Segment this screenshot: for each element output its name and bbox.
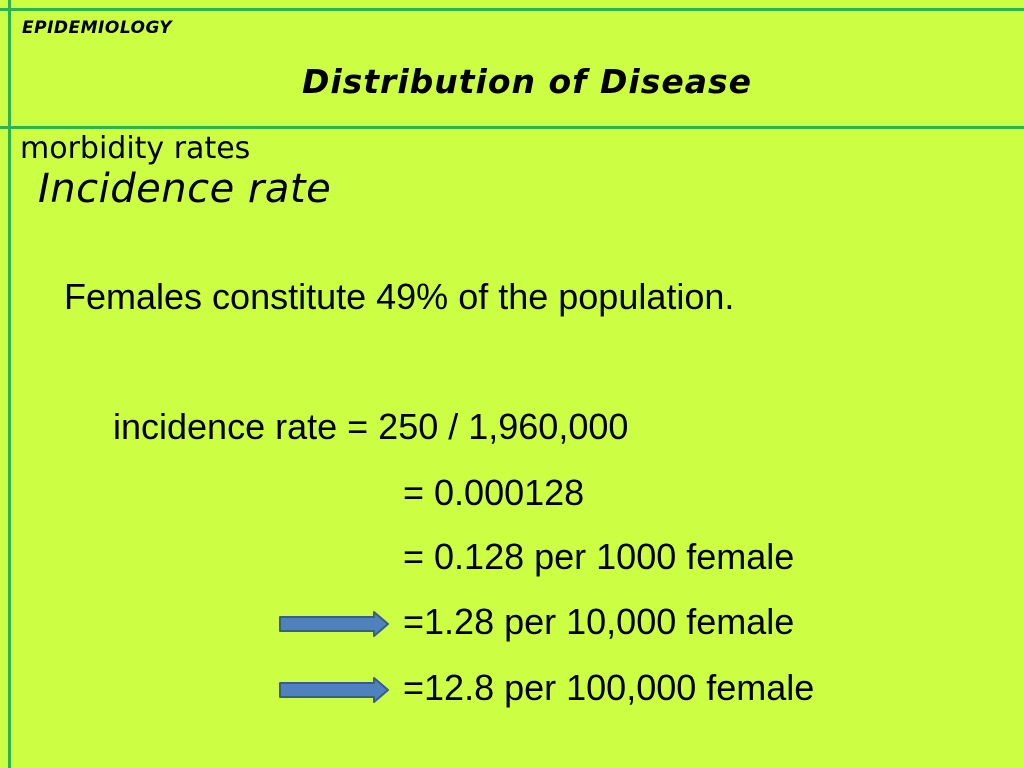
equation-line: = 0.128 per 1000 female [403, 536, 795, 577]
equation-line: incidence rate = 250 / 1,960,000 [113, 406, 629, 447]
right-arrow-icon [279, 611, 389, 637]
left-margin-line [8, 0, 11, 768]
header-rule-line [0, 126, 1024, 129]
section-heading: morbidity rates [20, 131, 251, 166]
intro-text: Females constitute 49% of the population… [64, 276, 735, 317]
right-arrow-icon [279, 677, 389, 703]
equation-line: =1.28 per 10,000 female [403, 601, 795, 642]
slide-title: Distribution of Disease [301, 62, 753, 101]
subsection-heading: Incidence rate [38, 166, 332, 212]
equation-line: = 0.000128 [403, 472, 585, 513]
header-label: EPIDEMIOLOGY [22, 18, 173, 38]
equation-line: =12.8 per 100,000 female [403, 667, 815, 708]
top-rule-line [0, 8, 1024, 11]
